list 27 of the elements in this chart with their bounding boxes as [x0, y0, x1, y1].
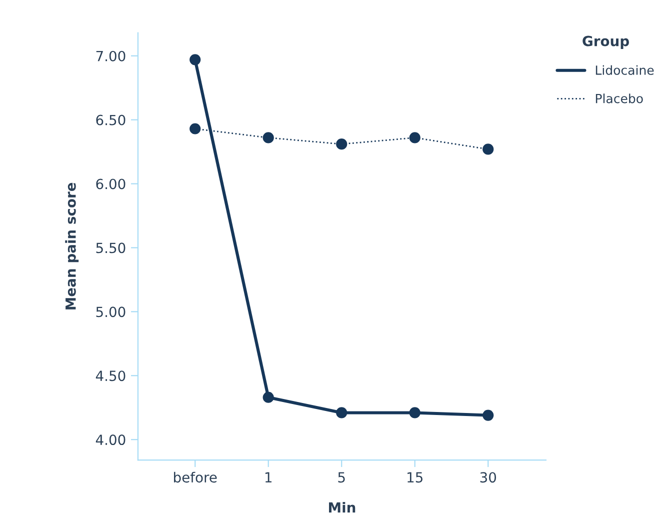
point	[409, 132, 420, 144]
y-tick-label: 6.50	[96, 114, 126, 126]
legend-title: Group	[582, 36, 629, 49]
point	[409, 407, 420, 418]
point	[262, 392, 274, 403]
y-tick-label: 4.00	[96, 434, 126, 446]
point	[482, 410, 494, 421]
x-tick-label: before	[174, 472, 217, 483]
point	[190, 123, 201, 134]
y-tick-label: 7.00	[96, 50, 126, 62]
y-tick-label: 5.00	[96, 306, 126, 318]
legend-label: Lidocaine	[596, 65, 654, 75]
legend-label: Placebo	[596, 94, 643, 104]
y-tick-label: 6.00	[96, 178, 126, 190]
point	[482, 144, 494, 155]
y-tick-label: 5.50	[96, 242, 126, 254]
x-tick-label: 1	[265, 472, 272, 482]
x-tick-label: 15	[408, 472, 422, 483]
point	[262, 132, 274, 144]
y-axis-title: Mean pain score	[65, 182, 79, 310]
point	[190, 54, 201, 66]
x-axis-title: Min	[329, 502, 356, 513]
y-tick-label: 4.50	[96, 370, 126, 382]
point	[336, 138, 348, 150]
x-tick-label: 5	[338, 472, 345, 483]
x-tick-label: 30	[480, 472, 496, 483]
point	[336, 407, 348, 418]
